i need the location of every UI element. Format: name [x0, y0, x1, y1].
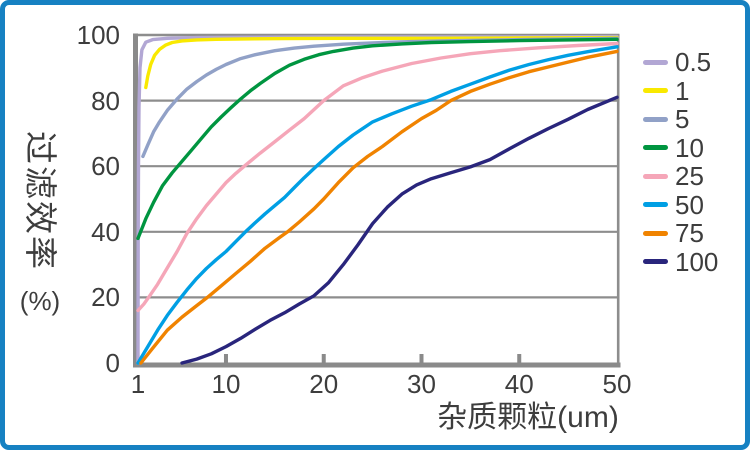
legend-swatch-50 [643, 202, 668, 208]
x-tick-label-30: 30 [407, 369, 436, 399]
legend-label-100: 100 [675, 246, 719, 277]
legend-item-0.5: 0.5 [643, 48, 718, 77]
series-line-1 [144, 35, 619, 90]
y-axis-unit: (%) [19, 286, 61, 316]
series-line-5 [141, 36, 619, 159]
legend-swatch-75 [643, 230, 668, 236]
x-tick-mark-30 [419, 354, 424, 363]
x-tick-mark-20 [321, 354, 326, 363]
legend-item-25: 25 [643, 162, 718, 191]
legend: 0.5 1 5 10 25 50 75 100 [643, 48, 718, 276]
x-tick-label-10: 10 [211, 369, 241, 399]
y-tick-label-20: 20 [91, 282, 120, 313]
x-tick-mark-40 [517, 354, 522, 363]
legend-label-75: 75 [675, 218, 704, 249]
legend-swatch-25 [643, 173, 668, 179]
legend-swatch-10 [643, 145, 668, 151]
legend-label-10: 10 [675, 132, 704, 163]
legend-swatch-1 [643, 88, 668, 94]
y-tick-label-60: 60 [91, 151, 120, 182]
legend-item-10: 10 [643, 134, 718, 163]
legend-swatch-0.5 [643, 59, 668, 65]
x-tick-label-20: 20 [309, 369, 339, 399]
x-axis-title: 杂质颗粒(um) [437, 401, 619, 434]
series-line-50 [136, 45, 619, 365]
legend-item-50: 50 [643, 191, 718, 220]
x-tick-mark-10 [223, 354, 228, 363]
legend-swatch-100 [643, 259, 668, 265]
legend-label-50: 50 [675, 189, 704, 220]
legend-label-0.5: 0.5 [675, 47, 712, 78]
legend-label-1: 1 [675, 75, 690, 106]
x-tick-label-50: 50 [602, 369, 632, 399]
series-line-75 [139, 49, 619, 365]
legend-label-25: 25 [675, 161, 704, 192]
x-tick-label-1: 1 [130, 369, 146, 399]
series-line-100 [180, 95, 619, 365]
legend-item-100: 100 [643, 248, 718, 277]
y-tick-label-0: 0 [105, 348, 120, 378]
legend-item-5: 5 [643, 105, 718, 134]
legend-label-5: 5 [675, 104, 690, 135]
series-line-10 [136, 37, 619, 241]
legend-item-75: 75 [643, 219, 718, 248]
y-tick-label-80: 80 [91, 85, 120, 116]
y-tick-label-40: 40 [91, 216, 120, 247]
series-line-25 [136, 41, 619, 313]
x-tick-label-40: 40 [504, 369, 534, 399]
y-tick-label-100: 100 [76, 20, 120, 50]
legend-item-1: 1 [643, 77, 718, 106]
legend-swatch-5 [643, 116, 668, 122]
